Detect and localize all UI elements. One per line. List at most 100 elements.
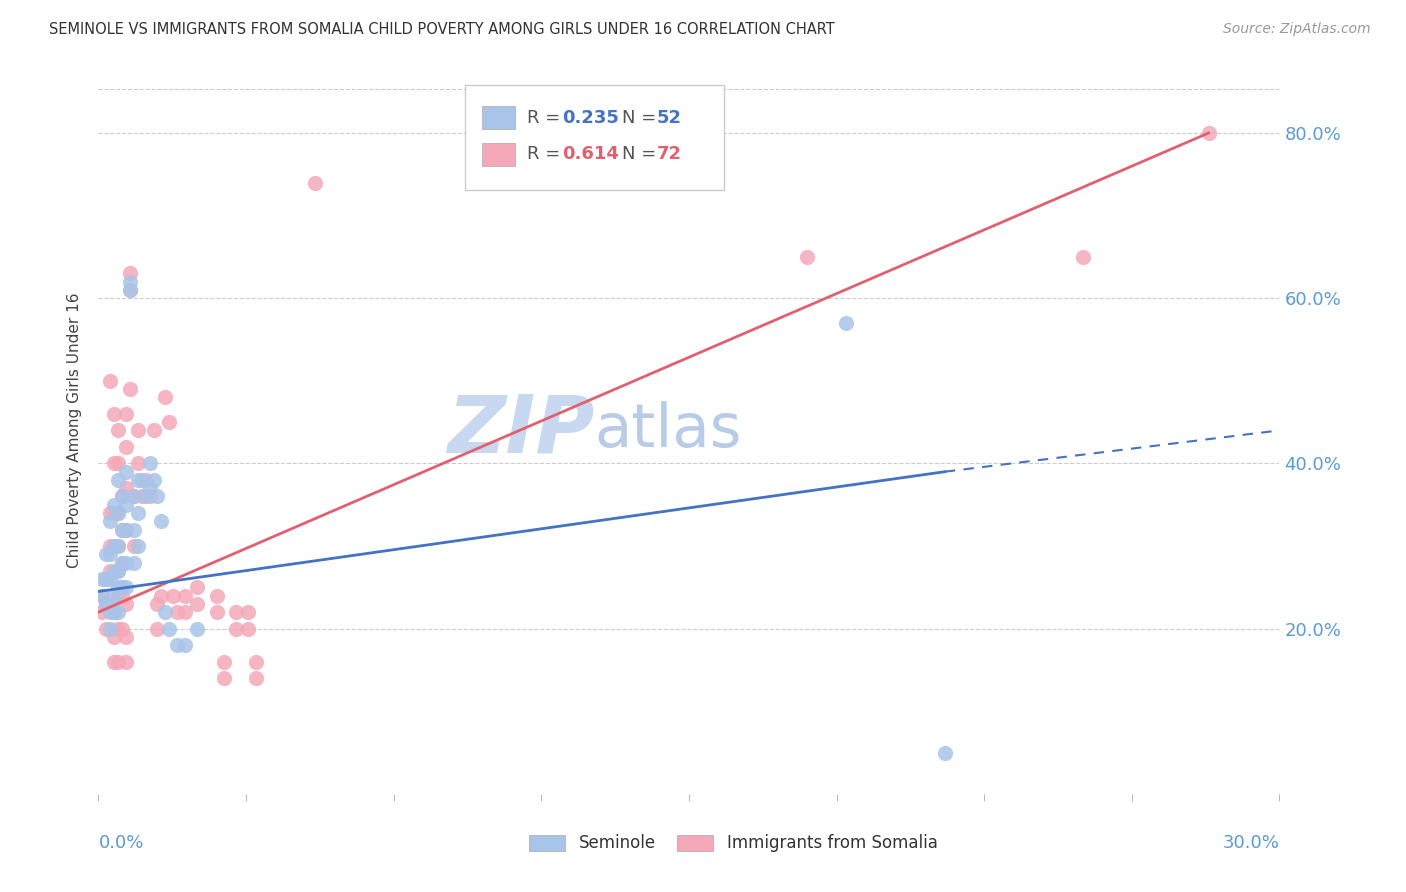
Text: Seminole: Seminole bbox=[579, 834, 657, 853]
Point bbox=[91, 589, 114, 603]
Point bbox=[934, 746, 956, 760]
Text: 0.235: 0.235 bbox=[562, 109, 620, 127]
Point bbox=[205, 605, 228, 619]
Point bbox=[98, 374, 121, 388]
Point bbox=[111, 490, 134, 504]
Point bbox=[157, 622, 180, 636]
Point bbox=[103, 539, 125, 553]
Point bbox=[115, 440, 138, 454]
Point bbox=[1071, 250, 1094, 264]
Point bbox=[150, 589, 173, 603]
Point bbox=[98, 564, 121, 578]
Text: R =: R = bbox=[527, 109, 567, 127]
Point bbox=[111, 589, 134, 603]
Point bbox=[115, 655, 138, 669]
Point bbox=[96, 547, 118, 561]
Text: atlas: atlas bbox=[595, 401, 742, 460]
Point bbox=[111, 490, 134, 504]
Point bbox=[142, 473, 165, 487]
Point bbox=[115, 523, 138, 537]
Point bbox=[131, 490, 153, 504]
Point bbox=[118, 283, 141, 297]
Point bbox=[127, 506, 149, 520]
Point bbox=[236, 605, 259, 619]
Text: Immigrants from Somalia: Immigrants from Somalia bbox=[727, 834, 938, 853]
Point bbox=[107, 564, 129, 578]
Point bbox=[304, 176, 326, 190]
Point bbox=[98, 622, 121, 636]
Point bbox=[214, 671, 236, 685]
Point bbox=[107, 423, 129, 437]
Point bbox=[138, 457, 160, 471]
Point bbox=[107, 473, 129, 487]
Point bbox=[796, 250, 818, 264]
Point bbox=[115, 407, 138, 421]
Text: 0.614: 0.614 bbox=[562, 145, 620, 163]
Point bbox=[115, 481, 138, 495]
Point bbox=[135, 473, 157, 487]
Point bbox=[98, 514, 121, 528]
Point bbox=[91, 589, 114, 603]
Point bbox=[96, 622, 118, 636]
Point bbox=[103, 605, 125, 619]
Point bbox=[205, 589, 228, 603]
Point bbox=[111, 523, 134, 537]
Point bbox=[107, 655, 129, 669]
Text: SEMINOLE VS IMMIGRANTS FROM SOMALIA CHILD POVERTY AMONG GIRLS UNDER 16 CORRELATI: SEMINOLE VS IMMIGRANTS FROM SOMALIA CHIL… bbox=[49, 22, 835, 37]
Point bbox=[245, 671, 267, 685]
Point bbox=[91, 605, 114, 619]
Point bbox=[107, 589, 129, 603]
Text: 0.0%: 0.0% bbox=[98, 834, 143, 852]
Point bbox=[131, 473, 153, 487]
Point bbox=[127, 457, 149, 471]
Point bbox=[115, 630, 138, 644]
Point bbox=[225, 605, 247, 619]
Point bbox=[111, 622, 134, 636]
Point bbox=[107, 605, 129, 619]
Text: N =: N = bbox=[621, 145, 662, 163]
Point bbox=[174, 638, 197, 652]
Point bbox=[127, 539, 149, 553]
Point bbox=[103, 605, 125, 619]
Point bbox=[107, 564, 129, 578]
Point bbox=[107, 506, 129, 520]
Point bbox=[103, 655, 125, 669]
Point bbox=[98, 605, 121, 619]
Point bbox=[103, 539, 125, 553]
Point bbox=[118, 283, 141, 297]
FancyBboxPatch shape bbox=[678, 835, 713, 851]
Point bbox=[98, 506, 121, 520]
Point bbox=[107, 539, 129, 553]
Point bbox=[115, 580, 138, 594]
Point bbox=[157, 415, 180, 429]
Point bbox=[111, 556, 134, 570]
Point bbox=[98, 539, 121, 553]
FancyBboxPatch shape bbox=[530, 835, 565, 851]
Text: 72: 72 bbox=[657, 145, 682, 163]
Y-axis label: Child Poverty Among Girls Under 16: Child Poverty Among Girls Under 16 bbox=[67, 293, 83, 568]
Text: ZIP: ZIP bbox=[447, 392, 595, 469]
Point bbox=[214, 655, 236, 669]
Point bbox=[155, 605, 177, 619]
Point bbox=[96, 597, 118, 611]
Point bbox=[91, 572, 114, 586]
Point bbox=[118, 382, 141, 396]
Point bbox=[146, 490, 169, 504]
Point bbox=[107, 539, 129, 553]
Point bbox=[122, 490, 145, 504]
Point bbox=[135, 490, 157, 504]
Point bbox=[186, 622, 208, 636]
FancyBboxPatch shape bbox=[482, 106, 516, 129]
Point bbox=[111, 556, 134, 570]
Point bbox=[103, 630, 125, 644]
Point bbox=[166, 638, 188, 652]
Point bbox=[146, 622, 169, 636]
Point bbox=[98, 572, 121, 586]
Point bbox=[96, 597, 118, 611]
Point bbox=[174, 589, 197, 603]
Text: Source: ZipAtlas.com: Source: ZipAtlas.com bbox=[1223, 22, 1371, 37]
Point bbox=[115, 498, 138, 512]
Point bbox=[138, 481, 160, 495]
Point bbox=[103, 564, 125, 578]
Point bbox=[107, 457, 129, 471]
